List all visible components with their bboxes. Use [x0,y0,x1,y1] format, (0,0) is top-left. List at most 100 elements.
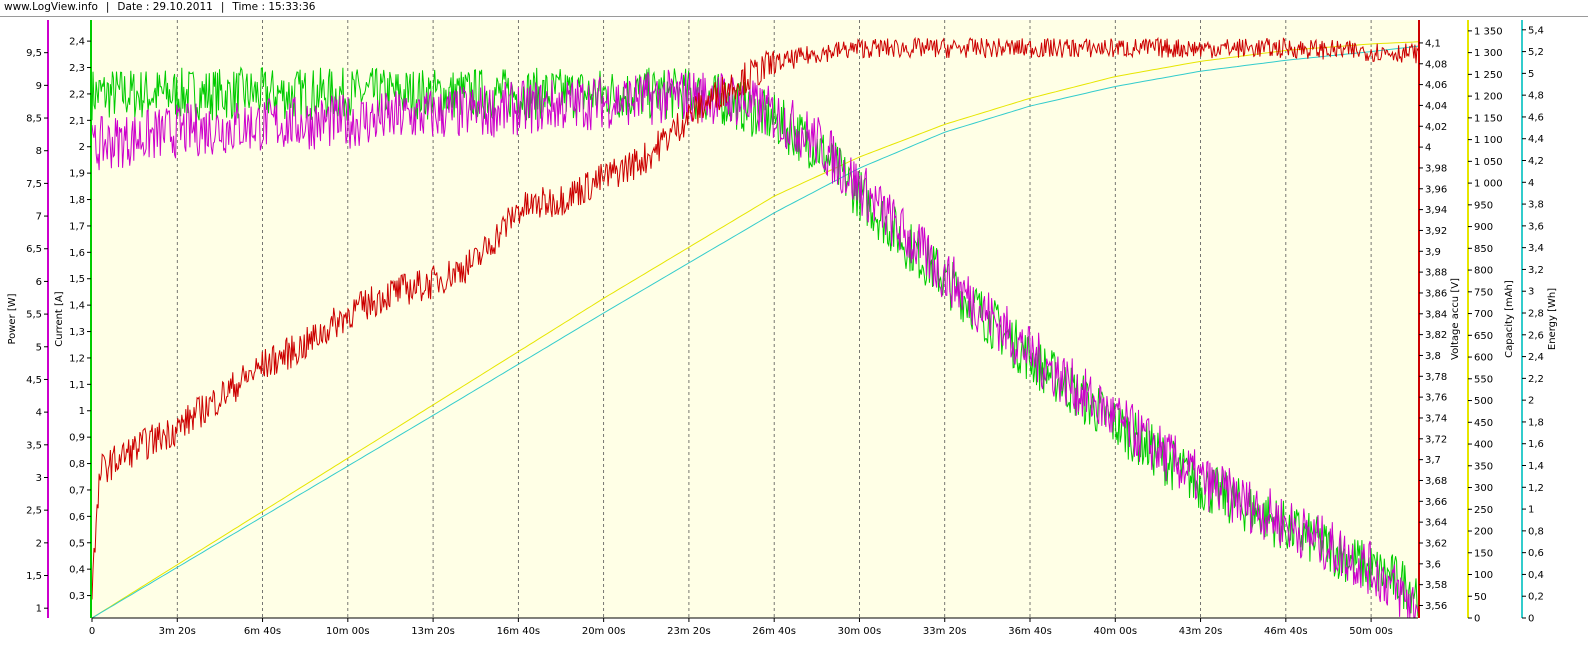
power-tick-label: 1 [36,604,42,615]
current-tick-label: 0,3 [69,591,85,602]
x-tick-label: 3m 20s [159,626,196,637]
power-tick-label: 6,5 [26,244,42,255]
energy-tick-label: 0 [1528,614,1534,625]
power-tick-label: 7 [36,212,42,223]
capacity-tick-label: 500 [1474,396,1493,407]
power-tick-label: 3 [36,473,42,484]
voltage-tick-label: 3,58 [1425,580,1447,591]
energy-tick-label: 2,8 [1528,309,1544,320]
voltage-tick-label: 3,9 [1425,247,1441,258]
voltage-tick-label: 4,1 [1425,38,1441,49]
current-tick-label: 1,9 [69,169,85,180]
capacity-tick-label: 1 150 [1474,113,1503,124]
series-line-capacity [91,41,1419,619]
current-tick-label: 0,5 [69,538,85,549]
x-tick-label: 30m 00s [838,626,882,637]
energy-tick-label: 0,6 [1528,548,1544,559]
plot-area [92,20,1418,618]
energy-tick-label: 2,4 [1528,352,1544,363]
energy-tick-label: 2 [1528,396,1534,407]
power-tick-label: 6 [36,277,42,288]
capacity-tick-label: 1 350 [1474,26,1503,37]
voltage-tick-label: 3,8 [1425,351,1441,362]
energy-tick-label: 1,4 [1528,461,1544,472]
chart-header: www.LogView.info | Date : 29.10.2011 | Time … [0,0,1588,17]
capacity-tick-label: 700 [1474,309,1493,320]
current-tick-label: 1 [79,406,85,417]
voltage-tick-label: 3,98 [1425,163,1447,174]
power-tick-label: 4 [36,408,42,419]
x-tick-label: 40m 00s [1093,626,1137,637]
current-tick-label: 1,4 [69,301,85,312]
energy-tick-label: 3,2 [1528,265,1544,276]
power-tick-label: 5 [36,342,42,353]
power-tick-label: 9 [36,81,42,92]
capacity-tick-label: 750 [1474,287,1493,298]
voltage-tick-label: 3,88 [1425,268,1447,279]
capacity-tick-label: 300 [1474,483,1493,494]
voltage-tick-label: 4,08 [1425,59,1447,70]
energy-tick-label: 1,2 [1528,483,1544,494]
voltage-axis-title: Voltage accu [V] [1450,278,1461,360]
current-tick-label: 1,8 [69,195,85,206]
voltage-tick-label: 4,06 [1425,80,1447,91]
voltage-tick-label: 3,56 [1425,601,1447,612]
energy-tick-label: 3,6 [1528,221,1544,232]
current-tick-label: 2,2 [69,89,85,100]
capacity-axis-title: Capacity [mAh] [1504,280,1515,358]
voltage-tick-label: 3,66 [1425,497,1447,508]
energy-tick-label: 1 [1528,505,1534,516]
voltage-tick-label: 4,02 [1425,122,1447,133]
power-tick-label: 3,5 [26,440,42,451]
power-tick-label: 4,5 [26,375,42,386]
capacity-tick-label: 950 [1474,200,1493,211]
header-separator: | [105,1,110,13]
voltage-tick-label: 3,68 [1425,476,1447,487]
voltage-tick-label: 3,74 [1425,413,1447,424]
current-tick-label: 1,1 [69,380,85,391]
energy-axis-title: Energy [Wh] [1547,288,1558,350]
voltage-tick-label: 4 [1425,143,1431,154]
capacity-tick-label: 1 250 [1474,70,1503,81]
energy-tick-label: 2,2 [1528,374,1544,385]
power-tick-label: 1,5 [26,571,42,582]
voltage-tick-label: 3,6 [1425,559,1441,570]
energy-tick-label: 5,4 [1528,25,1544,36]
voltage-tick-label: 4,04 [1425,101,1447,112]
capacity-tick-label: 1 200 [1474,92,1503,103]
energy-tick-label: 3 [1528,287,1534,298]
current-tick-label: 1,2 [69,353,85,364]
series-line-energy [91,45,1419,619]
current-tick-label: 1,3 [69,327,85,338]
voltage-tick-label: 3,78 [1425,372,1447,383]
x-tick-label: 26m 40s [752,626,796,637]
capacity-tick-label: 150 [1474,548,1493,559]
energy-tick-label: 4 [1528,178,1534,189]
x-tick-label: 23m 20s [667,626,711,637]
power-tick-label: 8 [36,146,42,157]
voltage-tick-label: 3,7 [1425,455,1441,466]
capacity-tick-label: 550 [1474,374,1493,385]
capacity-tick-label: 900 [1474,222,1493,233]
capacity-tick-label: 50 [1474,592,1487,603]
power-tick-label: 9,5 [26,48,42,59]
x-tick-label: 43m 20s [1179,626,1223,637]
current-tick-label: 2 [79,142,85,153]
capacity-tick-label: 200 [1474,527,1493,538]
capacity-tick-label: 250 [1474,505,1493,516]
capacity-tick-label: 0 [1474,614,1480,625]
energy-tick-label: 0,2 [1528,592,1544,603]
x-tick-label: 46m 40s [1264,626,1308,637]
current-tick-label: 2,4 [69,37,85,48]
current-tick-label: 0,8 [69,459,85,470]
x-tick-label: 10m 00s [326,626,370,637]
voltage-tick-label: 3,84 [1425,309,1447,320]
x-tick-label: 6m 40s [244,626,281,637]
power-tick-label: 7,5 [26,179,42,190]
capacity-tick-label: 1 000 [1474,179,1503,190]
energy-tick-label: 5,2 [1528,47,1544,58]
capacity-tick-label: 1 300 [1474,48,1503,59]
capacity-tick-label: 400 [1474,440,1493,451]
energy-tick-label: 0,8 [1528,526,1544,537]
